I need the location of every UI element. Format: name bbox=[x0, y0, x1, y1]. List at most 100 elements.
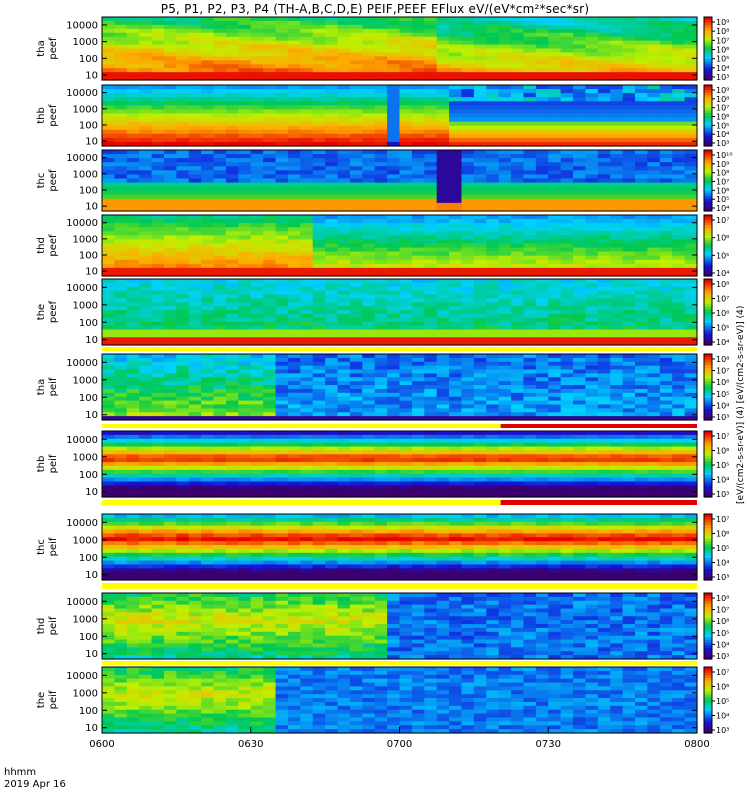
heatmap-cell bbox=[436, 385, 450, 390]
heatmap-cell bbox=[659, 271, 673, 277]
heatmap-cell bbox=[635, 24, 649, 30]
heatmap-cell bbox=[486, 333, 500, 338]
heatmap-cell bbox=[473, 36, 487, 42]
heatmap-cell bbox=[399, 162, 413, 167]
heatmap-cell bbox=[176, 388, 190, 394]
heatmap-cell bbox=[424, 369, 438, 375]
heatmap-cell bbox=[374, 313, 388, 319]
heatmap-cell bbox=[374, 408, 388, 413]
heatmap-cell bbox=[114, 129, 128, 135]
heatmap-cell bbox=[275, 24, 289, 30]
heatmap-cell bbox=[672, 85, 686, 90]
heatmap-cell bbox=[151, 385, 165, 390]
heatmap-cell bbox=[436, 17, 450, 22]
heatmap-cell bbox=[250, 223, 264, 228]
heatmap-cell bbox=[535, 129, 549, 135]
heatmap-cell bbox=[287, 72, 301, 77]
heatmap-cell bbox=[585, 412, 599, 417]
heatmap-cell bbox=[473, 329, 487, 334]
heatmap-cell bbox=[238, 412, 252, 417]
heatmap-cell bbox=[622, 310, 636, 315]
heatmap-cell bbox=[498, 125, 512, 131]
heatmap-cell bbox=[535, 286, 549, 292]
heatmap-cell bbox=[486, 36, 500, 42]
heatmap-cell bbox=[548, 20, 562, 26]
heatmap-cell bbox=[498, 279, 512, 284]
heatmap-cell bbox=[684, 182, 698, 188]
heatmap-cell bbox=[387, 198, 401, 204]
heatmap-cell bbox=[610, 263, 624, 269]
heatmap-cell bbox=[238, 64, 252, 69]
heatmap-cell bbox=[635, 121, 649, 127]
heatmap-cell bbox=[585, 60, 599, 65]
heatmap-cell bbox=[535, 302, 549, 307]
heatmap-cell bbox=[176, 357, 190, 363]
heatmap-cell bbox=[263, 290, 277, 296]
heatmap-cell bbox=[399, 186, 413, 192]
heatmap-cell bbox=[188, 17, 202, 22]
heatmap-cell bbox=[151, 365, 165, 371]
heatmap-cell bbox=[163, 481, 177, 486]
heatmap-cell bbox=[238, 182, 252, 188]
heatmap-cell bbox=[126, 215, 140, 220]
heatmap-cell bbox=[449, 178, 463, 184]
heatmap-cell bbox=[176, 101, 190, 106]
panel-label: peif bbox=[48, 377, 59, 396]
heatmap-cell bbox=[238, 381, 252, 386]
heatmap-cell bbox=[610, 166, 624, 171]
heatmap-cell bbox=[647, 263, 661, 269]
heatmap-cell bbox=[275, 333, 289, 338]
heatmap-cell bbox=[287, 32, 301, 38]
colorbar-tick-label: 10⁴ bbox=[716, 401, 729, 410]
heatmap-cell bbox=[263, 400, 277, 406]
heatmap-cell bbox=[176, 166, 190, 171]
heatmap-cell bbox=[114, 154, 128, 159]
heatmap-cell bbox=[114, 267, 128, 273]
heatmap-cell bbox=[511, 170, 525, 175]
heatmap-cell bbox=[411, 186, 425, 192]
heatmap-cell bbox=[238, 227, 252, 232]
heatmap-cell bbox=[597, 408, 611, 413]
heatmap-cell bbox=[498, 198, 512, 204]
heatmap-cell bbox=[176, 60, 190, 65]
heatmap-cell bbox=[362, 125, 376, 131]
heatmap-cell bbox=[275, 154, 289, 159]
heatmap-cell bbox=[201, 412, 215, 417]
heatmap-cell bbox=[126, 317, 140, 323]
heatmap-cell bbox=[684, 76, 698, 81]
heatmap-cell bbox=[436, 317, 450, 323]
heatmap-cell bbox=[560, 194, 574, 200]
heatmap-cell bbox=[213, 313, 227, 319]
heatmap-cell bbox=[523, 20, 537, 26]
heatmap-cell bbox=[374, 28, 388, 34]
heatmap-cell bbox=[635, 404, 649, 409]
heatmap-cell bbox=[672, 141, 686, 147]
heatmap-cell bbox=[411, 377, 425, 382]
heatmap-cell bbox=[548, 60, 562, 65]
heatmap-cell bbox=[250, 72, 264, 77]
heatmap-cell bbox=[511, 219, 525, 224]
heatmap-cell bbox=[523, 125, 537, 131]
heatmap-cell bbox=[213, 243, 227, 249]
heatmap-cell bbox=[486, 408, 500, 413]
heatmap-cell bbox=[225, 385, 239, 390]
heatmap-cell bbox=[473, 166, 487, 171]
heatmap-cell bbox=[349, 361, 363, 367]
heatmap-cell bbox=[424, 186, 438, 192]
heatmap-cell bbox=[188, 306, 202, 311]
heatmap-cell bbox=[188, 271, 202, 277]
colorbar-tick-label: 10⁹ bbox=[716, 18, 729, 27]
heatmap-cell bbox=[201, 259, 215, 265]
heatmap-cell bbox=[461, 186, 475, 192]
heatmap-cell bbox=[461, 89, 475, 94]
heatmap-cell bbox=[114, 462, 128, 467]
heatmap-cell bbox=[337, 267, 351, 273]
heatmap-cell bbox=[151, 36, 165, 42]
heatmap-cell bbox=[188, 60, 202, 65]
heatmap-cell bbox=[151, 141, 165, 147]
heatmap-cell bbox=[573, 56, 587, 61]
heatmap-cell bbox=[349, 294, 363, 300]
heatmap-cell bbox=[672, 267, 686, 273]
heatmap-cell bbox=[102, 431, 115, 436]
heatmap-cell bbox=[659, 174, 673, 180]
